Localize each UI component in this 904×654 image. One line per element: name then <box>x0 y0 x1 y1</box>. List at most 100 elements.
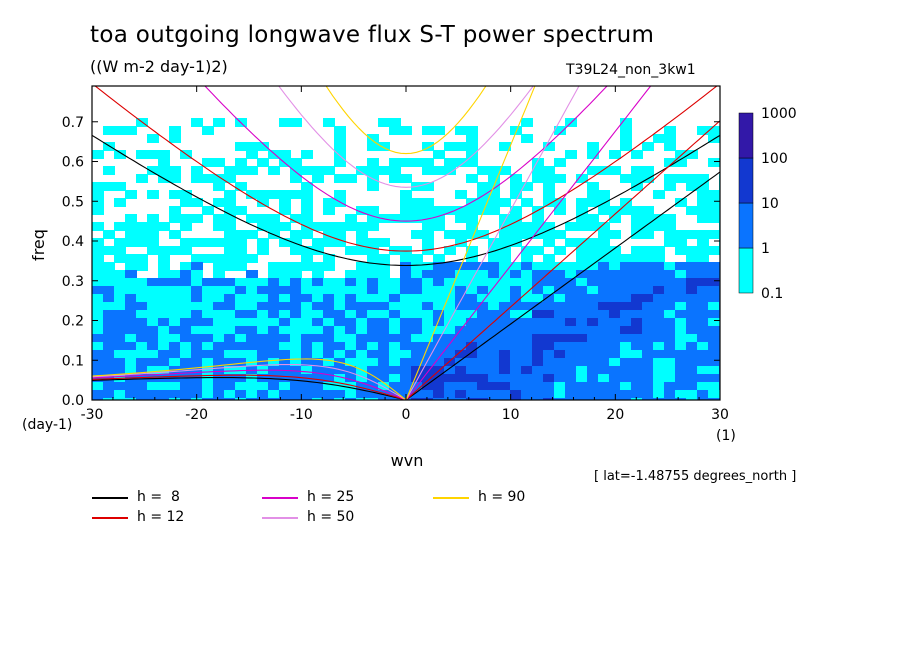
power-cell <box>653 294 665 303</box>
power-cell <box>466 150 478 159</box>
power-cell <box>411 398 423 400</box>
power-cell <box>180 198 192 207</box>
power-cell <box>158 254 170 263</box>
power-cell <box>719 302 720 311</box>
power-cell <box>290 398 302 400</box>
power-cell <box>521 270 533 279</box>
power-cell <box>290 246 302 255</box>
power-cell <box>312 270 324 279</box>
power-cell <box>103 246 115 255</box>
power-cell <box>136 302 148 311</box>
power-cell <box>543 390 555 399</box>
power-cell <box>378 398 390 400</box>
power-cell <box>455 310 467 319</box>
power-cell <box>323 326 335 335</box>
power-cell <box>202 358 214 367</box>
power-cell <box>422 398 434 400</box>
power-cell <box>246 326 258 335</box>
power-cell <box>455 238 467 247</box>
power-cell <box>334 142 346 151</box>
power-cell <box>246 278 258 287</box>
power-cell <box>125 374 137 383</box>
power-cell <box>466 334 478 343</box>
power-cell <box>92 294 104 303</box>
power-cell <box>653 334 665 343</box>
power-cell <box>202 294 214 303</box>
power-cell <box>587 214 599 223</box>
power-cell <box>653 134 665 143</box>
power-cell <box>422 310 434 319</box>
power-cell <box>587 310 599 319</box>
power-cell <box>620 342 632 351</box>
power-cell <box>631 150 643 159</box>
power-cell <box>543 398 555 400</box>
power-cell <box>103 294 115 303</box>
power-cell <box>279 342 291 351</box>
power-cell <box>686 310 698 319</box>
power-cell <box>158 358 170 367</box>
power-cell <box>235 238 247 247</box>
power-cell <box>521 254 533 263</box>
power-cell <box>642 374 654 383</box>
power-cell <box>92 254 104 263</box>
power-cell <box>169 190 181 199</box>
power-cell <box>455 318 467 327</box>
power-cell <box>499 342 511 351</box>
power-cell <box>510 390 522 399</box>
power-cell <box>455 374 467 383</box>
power-cell <box>653 342 665 351</box>
power-cell <box>488 206 500 215</box>
power-cell <box>510 294 522 303</box>
power-cell <box>180 318 192 327</box>
power-cell <box>455 390 467 399</box>
power-cell <box>345 342 357 351</box>
power-cell <box>609 214 621 223</box>
power-cell <box>334 222 346 231</box>
power-cell <box>598 254 610 263</box>
power-cell <box>312 374 324 383</box>
power-cell <box>653 318 665 327</box>
power-cell <box>433 318 445 327</box>
power-cell <box>719 390 720 399</box>
power-cell <box>213 382 225 391</box>
power-cell <box>510 182 522 191</box>
power-cell <box>334 334 346 343</box>
power-cell <box>466 270 478 279</box>
power-cell <box>356 302 368 311</box>
power-cell <box>345 278 357 287</box>
power-cell <box>136 358 148 367</box>
power-cell <box>664 222 676 231</box>
power-cell <box>147 318 159 327</box>
power-cell <box>642 286 654 295</box>
power-cell <box>664 126 676 135</box>
power-cell <box>466 278 478 287</box>
power-cell <box>598 278 610 287</box>
power-cell <box>510 374 522 383</box>
power-cell <box>334 390 346 399</box>
power-cell <box>389 158 401 167</box>
power-cell <box>125 366 137 375</box>
power-cell <box>675 390 687 399</box>
power-cell <box>554 398 566 400</box>
power-cell <box>334 342 346 351</box>
power-cell <box>488 246 500 255</box>
power-cell <box>675 302 687 311</box>
power-cell <box>235 294 247 303</box>
power-cell <box>290 334 302 343</box>
power-cell <box>224 382 236 391</box>
power-cell <box>444 366 456 375</box>
power-cell <box>455 230 467 239</box>
power-cell <box>147 166 159 175</box>
power-cell <box>422 382 434 391</box>
power-cell <box>708 278 720 287</box>
power-cell <box>543 182 555 191</box>
power-cell <box>367 246 379 255</box>
y-tick-label: 0.2 <box>62 314 84 330</box>
x-axis-label: wvn <box>391 451 424 470</box>
power-cell <box>686 230 698 239</box>
power-cell <box>224 190 236 199</box>
power-cell <box>92 302 104 311</box>
power-cell <box>675 158 687 167</box>
power-cell <box>92 198 104 207</box>
dispersion-curve <box>94 86 718 252</box>
